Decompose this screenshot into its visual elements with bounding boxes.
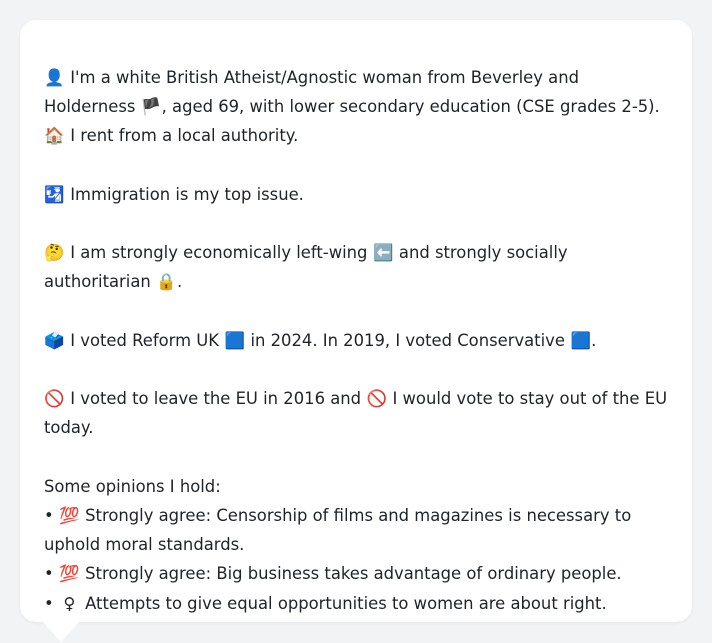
opinion-item: • 💯 Strongly agree: Censorship of films … bbox=[44, 506, 631, 554]
lock-icon: 🔒 bbox=[156, 272, 177, 292]
reform-blue-square-icon: 🟦 bbox=[224, 330, 245, 350]
opinion-item: • 💯 Strongly agree: Big business takes a… bbox=[44, 564, 622, 583]
ideology-text-economic: I am strongly economically left-wing bbox=[70, 243, 368, 263]
eu-text-2016: I voted to leave the EU in 2016 and bbox=[70, 389, 362, 409]
opinion-text: Strongly agree: Censorship of films and … bbox=[44, 505, 632, 555]
opinion-item: • ♀ Attempts to give equal opportunities… bbox=[44, 594, 607, 613]
paragraph-gap bbox=[44, 297, 672, 326]
conservative-blue-square-icon: 🟦 bbox=[570, 330, 591, 350]
no-entry-icon: 🚫 bbox=[44, 389, 65, 409]
person-icon: 👤 bbox=[44, 68, 65, 87]
thinking-face-icon: 🤔 bbox=[44, 243, 65, 263]
eu-text-today: I would vote to stay out of the EU today… bbox=[44, 389, 668, 438]
bullet: • bbox=[44, 505, 54, 525]
persona-message-card: 👤 I'm a white British Atheist/Agnostic w… bbox=[20, 20, 692, 622]
ideology-text-end: . bbox=[176, 272, 183, 292]
passport-control-icon: 🛂 bbox=[44, 184, 65, 204]
top-issue-paragraph: 🛂 Immigration is my top issue. bbox=[44, 180, 672, 209]
no-entry-icon: 🚫 bbox=[366, 389, 387, 409]
ideology-text-social: and strongly socially authoritarian bbox=[44, 243, 568, 292]
vote-paragraph: 🗳️ I voted Reform UK 🟦 in 2024. In 2019,… bbox=[44, 326, 672, 355]
opinion-text: Attempts to give equal opportunities to … bbox=[85, 593, 607, 613]
house-icon: 🏠 bbox=[44, 126, 65, 146]
opinions-heading: Some opinions I hold: bbox=[44, 476, 221, 496]
left-arrow-icon: ⬅️ bbox=[372, 243, 394, 263]
housing-text: I rent from a local authority. bbox=[70, 126, 299, 146]
opinions-section: Some opinions I hold: • 💯 Strongly agree… bbox=[44, 472, 672, 618]
england-flag-icon: 🏴 bbox=[140, 97, 162, 117]
speech-bubble-pointer bbox=[42, 621, 80, 642]
paragraph-gap bbox=[44, 209, 672, 238]
eu-paragraph: 🚫 I voted to leave the EU in 2016 and 🚫 … bbox=[44, 384, 672, 442]
paragraph-gap bbox=[44, 355, 672, 384]
intro-text-after-flag: , aged 69, with lower secondary educatio… bbox=[161, 97, 660, 117]
vote-text-2019: in 2024. In 2019, I voted Conservative bbox=[250, 330, 565, 350]
intro-text-before-flag: I'm a white British Atheist/Agnostic wom… bbox=[44, 68, 579, 117]
intro-paragraph: 👤 I'm a white British Atheist/Agnostic w… bbox=[44, 63, 672, 151]
vote-text-end: . bbox=[591, 330, 597, 350]
vote-text-reform: I voted Reform UK bbox=[70, 330, 220, 350]
paragraph-gap bbox=[44, 443, 672, 472]
opinion-text: Strongly agree: Big business takes advan… bbox=[85, 564, 622, 584]
ballot-box-icon: 🗳️ bbox=[44, 330, 65, 350]
hundred-points-icon: 💯 bbox=[59, 564, 80, 584]
bullet: • bbox=[44, 564, 54, 584]
ideology-paragraph: 🤔 I am strongly economically left-wing ⬅… bbox=[44, 238, 672, 296]
hundred-points-icon: 💯 bbox=[59, 505, 80, 525]
bullet: • bbox=[44, 593, 54, 613]
top-issue-text: Immigration is my top issue. bbox=[70, 184, 304, 204]
paragraph-gap bbox=[44, 151, 672, 180]
female-sign-icon: ♀ bbox=[63, 593, 76, 613]
